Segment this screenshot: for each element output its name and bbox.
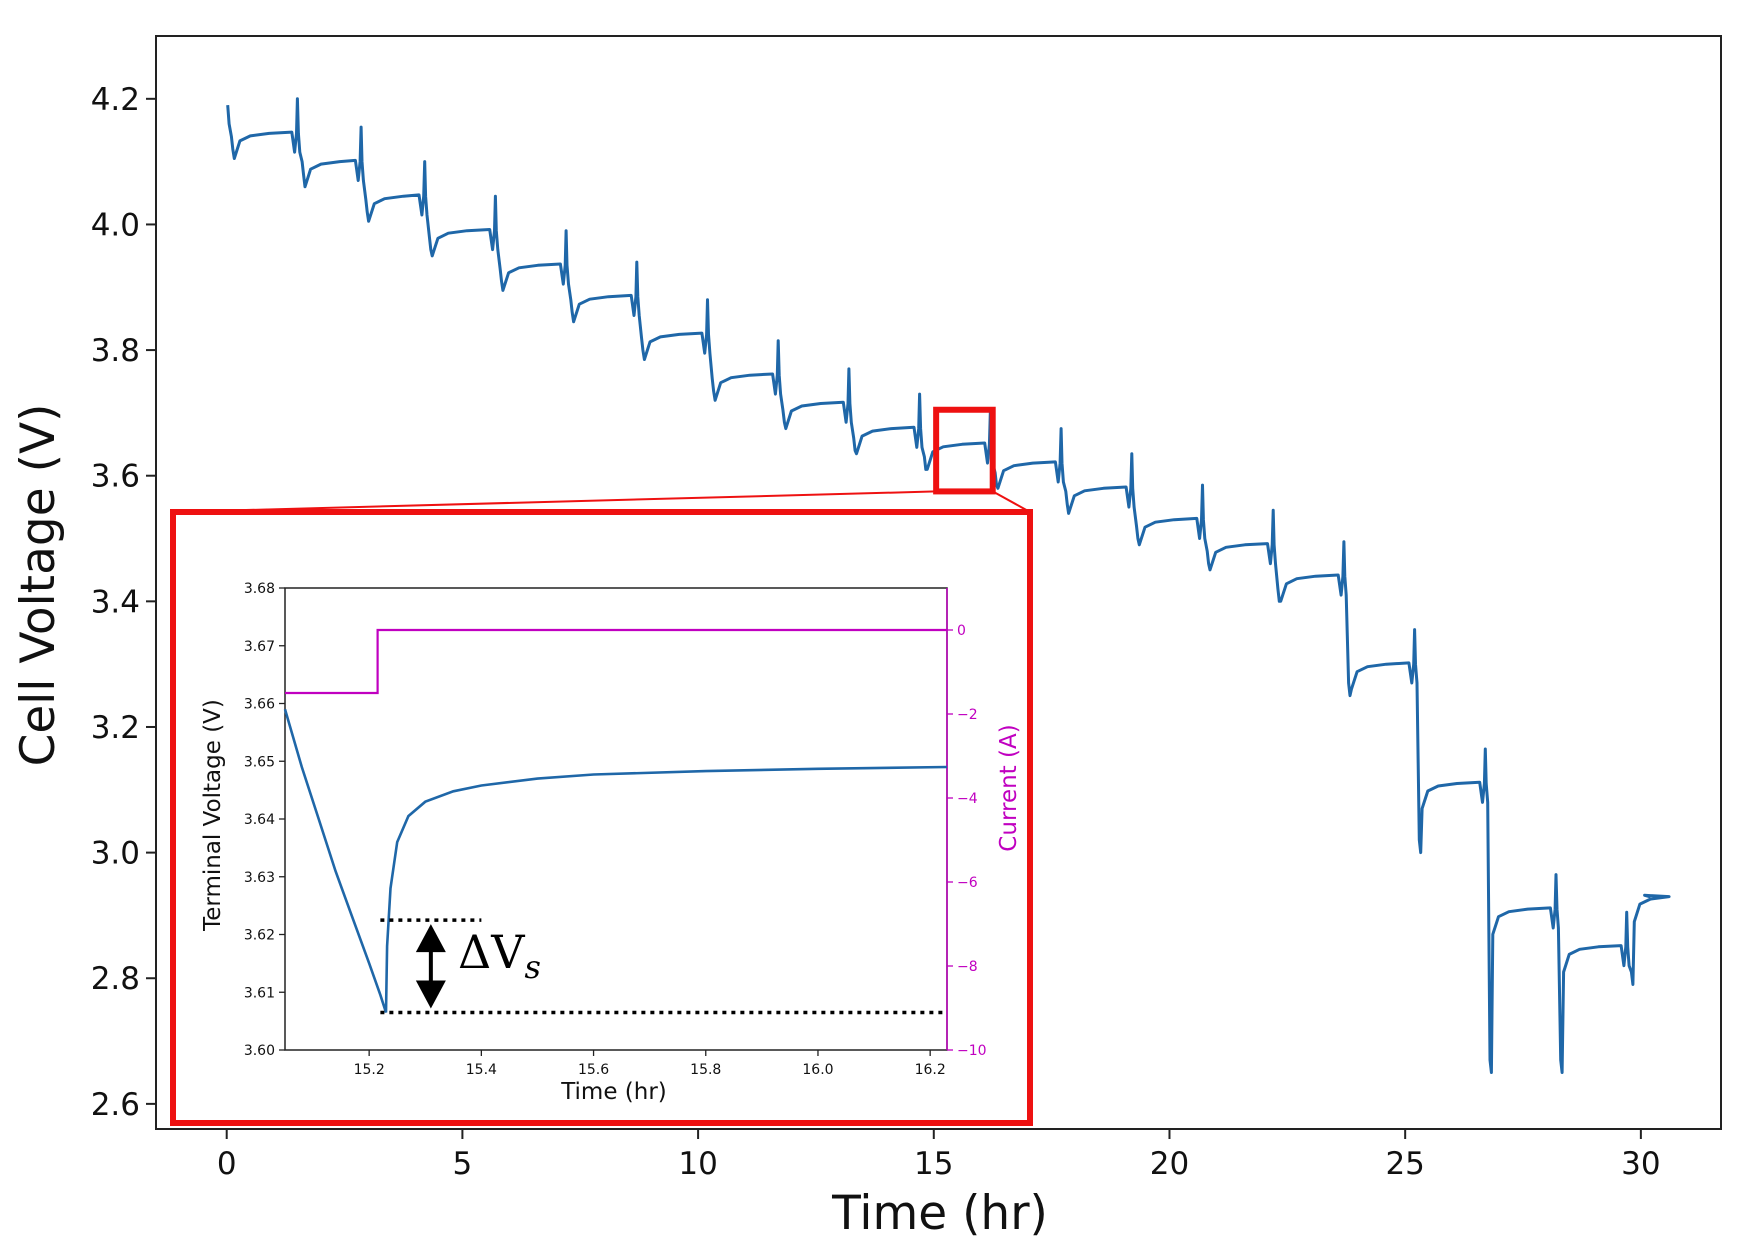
main-x-axis-label: Time (hr)	[831, 1186, 1048, 1241]
inset-x-tick-label: 15.2	[354, 1062, 385, 1078]
inset-panel-background	[173, 512, 1030, 1123]
inset-y2-tick-label: −4	[957, 791, 978, 807]
inset-panel: 15.2 15.4 15.6 15.8 16.0 16.2 3.603.613.623.6…	[170, 509, 1033, 1126]
inset-x-tick-label: 15.8	[690, 1062, 721, 1078]
inset-y-tick-label: 3.66	[244, 697, 275, 713]
inset-x-tick-label: 16.2	[915, 1062, 946, 1078]
main-y-tick-label: 3.6	[91, 459, 140, 495]
main-y-tick-label: 2.6	[91, 1087, 140, 1123]
main-y-tick-label: 3.4	[91, 584, 140, 620]
inset-x-tick-label: 16.0	[802, 1062, 833, 1078]
inset-x-axis-ticks: 15.2 15.4 15.6 15.8 16.0 16.2	[354, 1050, 946, 1078]
main-y-tick-label: 3.2	[91, 710, 140, 746]
inset-x-tick-label: 15.6	[578, 1062, 609, 1078]
main-series-cell-voltage-line	[226, 97, 1671, 1074]
inset-y-tick-label: 3.68	[244, 581, 275, 597]
inset-y2-tick-label: −10	[957, 1043, 987, 1059]
inset-panel-border	[170, 509, 1033, 1126]
main-y-tick-label: 4.0	[91, 207, 140, 243]
inset-y2-tick-label: −6	[957, 875, 978, 891]
main-plot: 0 5 10 15 20 25 30 2.6 2.8 3.0 3.2 3.4 3.6 3.8 4.0 4.2…	[11, 35, 1722, 1241]
inset-x-tick-label: 15.4	[466, 1062, 497, 1078]
inset-y2-axis-ticks: 0 −2 −4 −6 −8 −10	[946, 588, 987, 1059]
inset-y-tick-label: 3.61	[244, 985, 275, 1001]
inset-x-axis-label: Time (hr)	[560, 1079, 667, 1105]
main-y-axis-ticks: 2.6 2.8 3.0 3.2 3.4 3.6 3.8 4.0 4.2	[91, 82, 156, 1123]
delta-v-label: ΔVs	[458, 925, 541, 986]
main-y-tick-label: 2.8	[91, 961, 140, 997]
delta-v-double-arrow	[415, 924, 446, 1009]
inset-y-tick-label: 3.65	[244, 754, 275, 770]
inset-y2-tick-label: −2	[957, 707, 978, 723]
inset-y2-tick-label: 0	[957, 623, 966, 639]
zoom-connector-right	[992, 490, 1031, 513]
inset-y-tick-label: 3.62	[244, 928, 275, 944]
main-y-axis-label: Cell Voltage (V)	[11, 404, 66, 767]
main-x-tick-label: 15	[914, 1146, 953, 1182]
inset-y-axis-label: Terminal Voltage (V)	[200, 699, 226, 932]
delta-v-arrowhead-down	[415, 980, 446, 1009]
inset-y2-axis-label: Current (A)	[996, 724, 1022, 851]
main-x-tick-label: 10	[678, 1146, 717, 1182]
main-x-tick-label: 25	[1385, 1146, 1424, 1182]
inset-series-terminal-voltage-line	[283, 708, 948, 1013]
main-x-tick-label: 0	[217, 1146, 237, 1182]
zoom-connector-left	[172, 490, 937, 513]
main-y-tick-label: 4.2	[91, 82, 140, 118]
zoom-box	[933, 406, 996, 495]
inset-y-tick-label: 3.64	[244, 812, 275, 828]
inset-y-tick-label: 3.60	[244, 1043, 275, 1059]
inset-y-tick-label: 3.67	[244, 639, 275, 655]
delta-v-arrowhead-up	[415, 924, 446, 953]
inset-y-axis-ticks: 3.60 3.61 3.62 3.63 3.64 3.65 3.66 3.67 3.68	[244, 581, 285, 1059]
inset-y-tick-label: 3.63	[244, 870, 275, 886]
main-plot-frame	[155, 35, 1722, 1130]
main-y-tick-label: 3.8	[91, 333, 140, 369]
main-x-tick-label: 5	[453, 1146, 473, 1182]
main-x-tick-label: 20	[1150, 1146, 1189, 1182]
main-x-axis-ticks: 0 5 10 15 20 25 30	[217, 1129, 1661, 1182]
inset-y2-tick-label: −8	[957, 959, 978, 975]
main-y-tick-label: 3.0	[91, 836, 140, 872]
main-x-tick-label: 30	[1621, 1146, 1660, 1182]
inset-series-current-line	[285, 628, 947, 695]
